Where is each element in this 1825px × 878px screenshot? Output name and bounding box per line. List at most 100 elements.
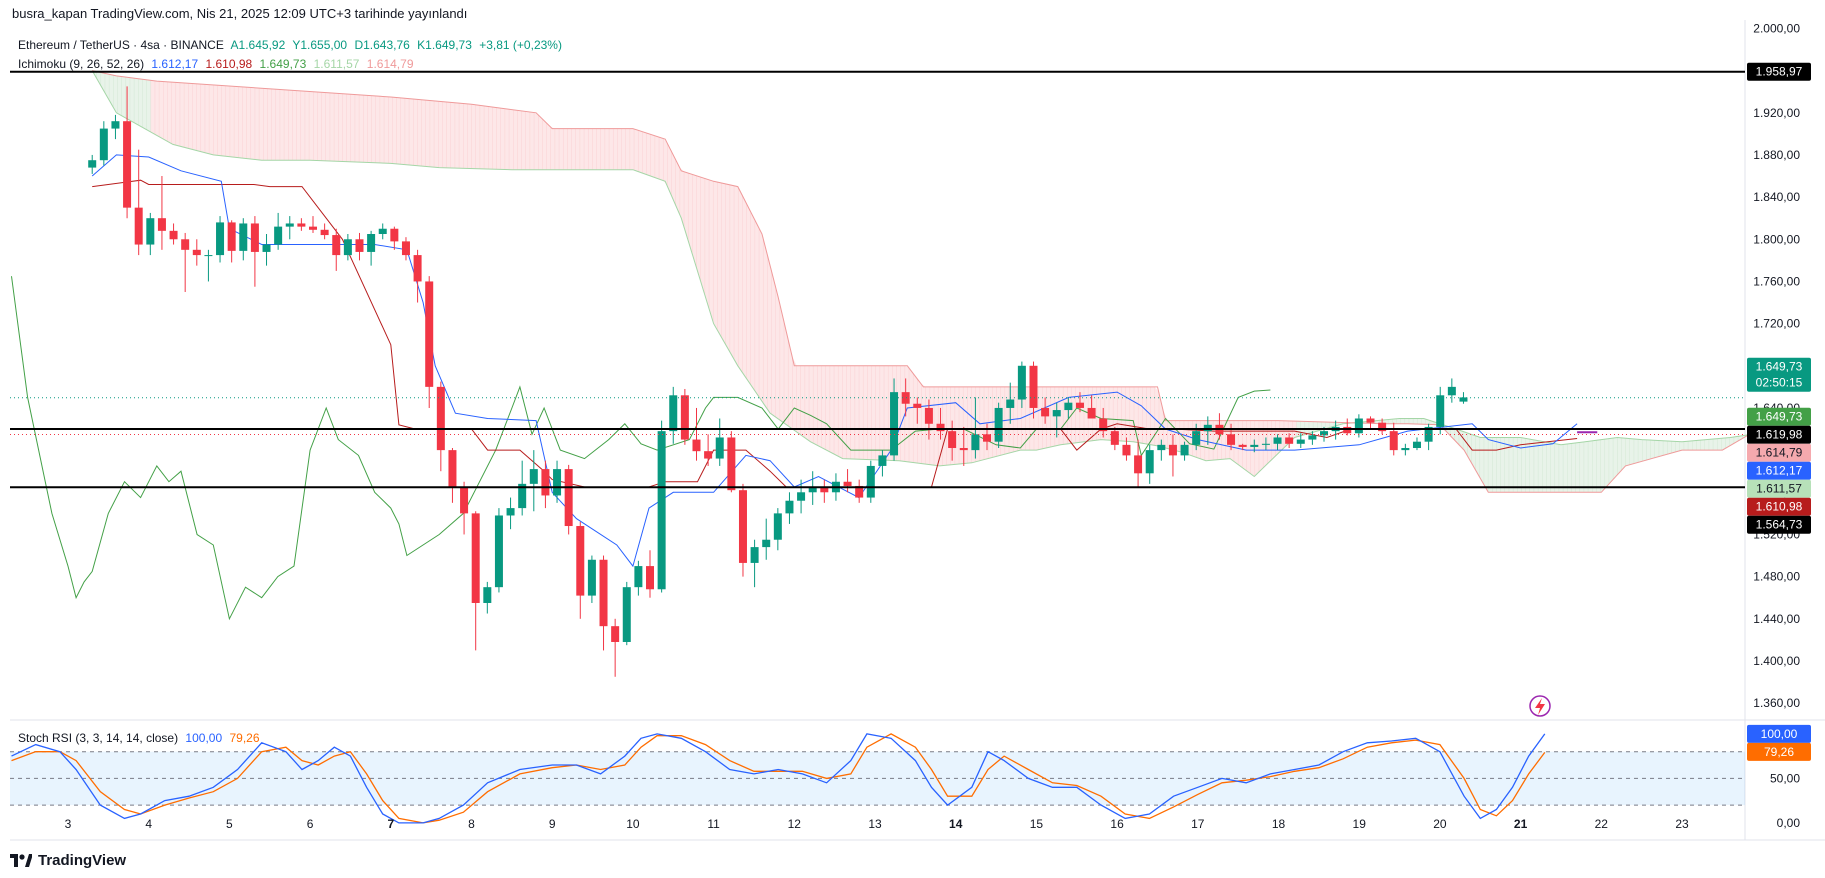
time-tick-label: 18 [1272,817,1286,831]
candle-body [204,255,213,257]
candle-body [483,587,492,603]
cloud-segment [679,167,685,227]
candle-body [1168,444,1177,456]
candle-body [1029,365,1038,408]
price-label-text: 1.649,73 [1756,410,1803,424]
cloud-segment [338,93,343,162]
ichimoku-chikou-value: 1.649,73 [259,57,307,71]
cloud-segment [1583,441,1589,493]
cloud-segment [275,89,281,161]
cloud-segment [383,96,389,164]
cloud-segment [196,83,202,152]
cloud-segment [1683,441,1689,451]
cloud-segment [321,92,327,161]
candle-body [332,235,341,256]
cloud-segment [154,80,160,137]
candle-body [924,407,933,424]
cloud-segment [1462,431,1468,456]
tradingview-logo-icon [10,854,32,867]
cloud-segment [233,86,239,158]
candle-body [948,431,957,449]
cloud-segment [1154,386,1160,447]
stoch-legend[interactable]: Stoch RSI (3, 3, 14, 14, close) 100,00 7… [18,731,264,745]
cloud-segment [404,98,410,165]
candle-body [669,395,678,432]
price-tick-label: 1.800,00 [1753,232,1800,246]
cloud-segment [1483,437,1489,492]
cloud-segment [1721,437,1726,451]
cloud-segment [392,97,397,164]
price-label-text: 1.611,57 [1756,482,1802,496]
cloud-segment [496,107,501,170]
cloud-segment [1400,418,1406,424]
cloud-segment [604,128,610,170]
cloud-segment [554,128,560,170]
time-tick-label: 3 [65,817,72,831]
symbol-legend[interactable]: Ethereum / TetherUS · 4sa · BINANCE A1.6… [18,38,566,52]
candle-body [425,281,434,387]
tradingview-brand[interactable]: TradingView [10,852,126,869]
candle-body [1041,407,1050,417]
cloud-segment [662,138,668,186]
stoch-k-value: 100,00 [185,731,223,745]
ichimoku-name[interactable]: Ichimoku (9, 26, 52, 26) [18,57,145,71]
cloud-segment [775,286,781,420]
candle-body [192,249,201,256]
cloud-segment [192,83,197,151]
candle-body [355,239,364,252]
candle-body [866,465,875,498]
candle-body [622,587,631,642]
cloud-segment [458,103,464,169]
candle-body [750,547,759,563]
cloud-segment [542,118,547,170]
cloud-segment [421,99,427,167]
ohlc-low: D1.643,76 [354,38,410,52]
symbol-name[interactable]: Ethereum / TetherUS · 4sa · BINANCE [18,38,224,52]
candle-body [471,513,480,603]
cloud-segment [800,365,806,438]
cloud-segment [483,105,489,170]
ichimoku-legend[interactable]: Ichimoku (9, 26, 52, 26) 1.612,17 1.610,… [18,57,418,71]
cloud-segment [721,182,726,345]
cloud-segment [1575,442,1581,493]
cloud-segment [500,108,506,170]
stoch-k-label-box [1747,724,1811,743]
cloud-segment [467,103,472,169]
cloud-segment [675,159,681,215]
cloud-segment [783,321,789,426]
ohlc-change: +3,81 (+0,23%) [479,38,562,52]
time-tick-label: 10 [626,817,640,831]
cloud-segment [450,102,456,169]
countdown-label-text: 02:50:15 [1756,376,1803,390]
cloud-segment [242,86,247,159]
cloud-segment [292,90,297,161]
cloud-segment [179,82,185,148]
candle-body [727,437,736,491]
cloud-segment [363,95,368,163]
cloud-segment [1737,435,1743,442]
stoch-name[interactable]: Stoch RSI (3, 3, 14, 14, close) [18,731,179,745]
cloud-segment [1562,444,1568,493]
cloud-segment [1108,386,1114,441]
candle-body [901,392,910,404]
candle-body [1064,402,1073,411]
candle-body [808,487,817,493]
time-tick-label: 5 [226,817,233,831]
candle-body [553,469,562,496]
cloud-segment [371,95,377,163]
cloud-segment [654,135,660,180]
cloud-segment [113,75,118,114]
cloud-segment [133,78,139,125]
candle-body [401,241,410,256]
time-tick-label: 11 [707,817,720,831]
cloud-segment [792,356,797,432]
cloud-segment [150,80,156,135]
cloud-segment [1387,419,1393,424]
cloud-segment [246,87,252,159]
cloud-segment [408,98,414,166]
stoch-d-value: 79,26 [229,731,260,745]
price-tick-label: 1.880,00 [1753,148,1800,162]
cloud-segment [758,227,764,403]
candle-body [1017,365,1026,400]
